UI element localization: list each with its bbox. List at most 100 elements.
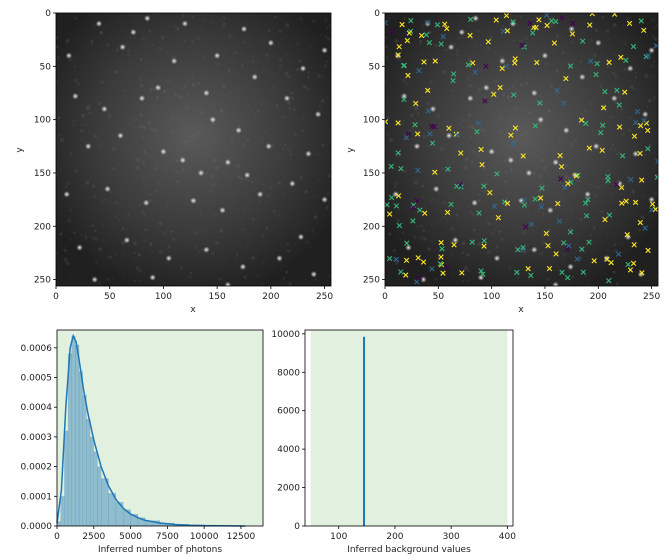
detection-marker — [459, 270, 465, 276]
detections-noise-speck — [524, 35, 528, 40]
detection-marker — [574, 256, 580, 262]
detections-noise-speck — [442, 215, 446, 219]
raw-frame-noise-speck — [235, 13, 238, 15]
raw-frame-noise-speck — [125, 43, 128, 46]
raw-frame-noise-speck — [176, 27, 180, 31]
detection-marker — [585, 196, 591, 203]
raw-frame-xtick-label: 250 — [316, 292, 333, 302]
raw-frame-bright-spot — [104, 185, 111, 193]
raw-frame-noise-speck — [220, 19, 222, 22]
raw-frame-noise-speck — [97, 144, 101, 147]
raw-frame-noise-speck — [243, 275, 247, 279]
raw-frame-noise-speck — [149, 173, 152, 176]
detection-marker — [417, 275, 423, 281]
detections-noise-speck — [402, 231, 405, 234]
raw-frame-noise-speck — [165, 205, 168, 208]
raw-frame-noise-speck — [80, 233, 83, 236]
raw-frame-noise-speck — [316, 194, 319, 197]
raw-frame-noise-speck — [93, 229, 97, 232]
detections-noise-speck — [583, 112, 588, 117]
raw-frame-noise-speck — [294, 132, 298, 136]
background-ytick-label: 0 — [294, 522, 300, 532]
detections-bright-spot — [525, 169, 533, 177]
raw-frame-noise-speck — [65, 38, 70, 43]
photon-histogram-bar — [86, 418, 91, 527]
raw-frame-noise-speck — [262, 66, 266, 70]
detection-marker — [608, 259, 614, 266]
detections-noise-speck — [498, 129, 503, 134]
detection-marker — [444, 25, 450, 32]
raw-frame-noise-speck — [228, 91, 232, 95]
detection-marker — [559, 14, 565, 21]
raw-frame-noise-speck — [319, 32, 323, 37]
detections-noise-speck — [527, 26, 530, 28]
raw-frame-noise-speck — [274, 98, 276, 101]
raw-frame-noise-speck — [144, 38, 147, 41]
detections-noise-speck — [656, 24, 658, 28]
detections-noise-speck — [599, 85, 603, 89]
raw-frame-noise-speck — [305, 87, 309, 91]
raw-frame-noise-speck — [251, 256, 255, 260]
raw-frame-noise-speck — [151, 251, 153, 253]
raw-frame-noise-speck — [187, 194, 191, 197]
raw-frame-noise-speck — [293, 108, 296, 111]
detections-noise-speck — [608, 64, 611, 67]
raw-frame-noise-speck — [133, 251, 136, 255]
raw-frame-noise-speck — [302, 85, 307, 89]
raw-frame-noise-speck — [230, 140, 234, 145]
detections-noise-speck — [471, 149, 475, 153]
detections-noise-speck — [486, 221, 491, 226]
detection-marker — [427, 131, 433, 137]
raw-frame-noise-speck — [287, 148, 291, 152]
raw-frame-noise-speck — [268, 181, 271, 184]
raw-frame-noise-speck — [66, 261, 70, 266]
detection-marker — [494, 171, 500, 177]
detection-marker — [583, 213, 590, 219]
raw-frame-noise-speck — [246, 104, 249, 107]
detections-noise-speck — [385, 36, 387, 39]
detections-noise-speck — [477, 242, 481, 246]
detections-noise-speck — [522, 231, 527, 235]
detections-noise-speck — [503, 180, 508, 184]
detection-marker — [512, 60, 518, 66]
raw-frame-noise-speck — [262, 183, 265, 186]
detections-noise-speck — [439, 276, 443, 280]
detection-marker — [615, 251, 622, 257]
detections-xtick-label: 150 — [536, 292, 553, 302]
raw-frame-noise-speck — [142, 177, 145, 180]
detections-noise-speck — [648, 75, 652, 79]
raw-frame-noise-speck — [187, 13, 192, 18]
detections-noise-speck — [547, 110, 550, 112]
detections-noise-speck — [497, 65, 499, 68]
raw-frame-noise-speck — [326, 37, 331, 41]
raw-frame-noise-speck — [90, 235, 95, 240]
detection-marker — [408, 17, 414, 24]
detection-marker — [538, 204, 545, 210]
detection-marker — [499, 65, 505, 72]
detections-noise-speck — [444, 48, 448, 52]
raw-frame-noise-speck — [282, 141, 285, 144]
detection-marker — [386, 255, 393, 262]
raw-frame-ytick-label: 200 — [34, 222, 51, 232]
detections-noise-speck — [512, 38, 516, 42]
detection-marker — [645, 53, 652, 59]
detections-noise-speck — [592, 226, 596, 230]
raw-frame-noise-speck — [265, 53, 269, 58]
raw-frame-noise-speck — [94, 237, 98, 241]
raw-frame-noise-speck — [165, 51, 169, 54]
raw-frame-noise-speck — [325, 27, 328, 30]
raw-frame-bright-spot — [299, 65, 307, 72]
raw-frame-noise-speck — [185, 105, 189, 109]
detections-noise-speck — [434, 43, 438, 48]
raw-frame-noise-speck — [81, 113, 85, 118]
raw-frame-noise-speck — [154, 262, 157, 265]
detections-noise-speck — [644, 73, 649, 78]
raw-frame-bright-spot — [267, 39, 275, 47]
detections-noise-speck — [571, 40, 574, 43]
detection-marker — [504, 28, 511, 34]
raw-frame-bright-spot — [85, 143, 92, 150]
raw-frame-noise-speck — [158, 221, 163, 226]
detection-marker — [567, 229, 574, 235]
detections-spots — [385, 13, 658, 286]
